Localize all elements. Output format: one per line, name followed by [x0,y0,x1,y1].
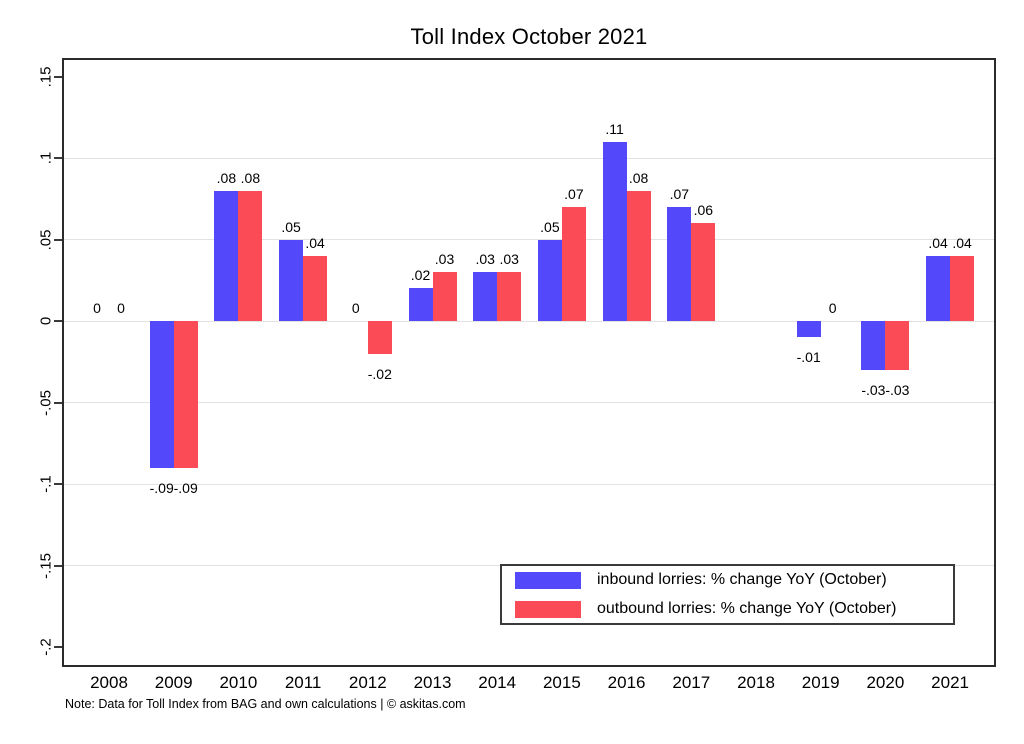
bar-inbound-2009 [149,321,174,468]
y-tick [54,646,62,648]
y-tick-label: -.2 [37,638,55,656]
x-tick-label: 2008 [90,673,128,692]
legend-item-inbound: inbound lorries: % change YoY (October) [502,567,953,593]
gridline [62,483,996,485]
bar-value-label: .04 [305,234,325,251]
legend-item-outbound: outbound lorries: % change YoY (October) [502,596,953,622]
legend-label-outbound: outbound lorries: % change YoY (October) [597,600,897,617]
bar-value-label: .03 [434,251,455,268]
chart-title: Toll Index October 2021 [410,24,648,49]
x-tick-label: 2015 [542,673,581,692]
y-tick [54,75,62,78]
bar-outbound-2017 [691,223,716,321]
x-tick-label: 2009 [154,673,193,692]
x-tick-label: 2010 [219,673,258,692]
bar-inbound-2013 [408,288,433,321]
outbound-swatch-icon [515,600,581,618]
gridline [62,402,996,403]
bar-value-label: 0 [351,300,360,316]
bar-value-label: .07 [564,185,584,202]
y-tick [54,564,62,567]
x-tick-label: 2018 [737,673,775,692]
y-tick-label: -.1 [37,475,55,493]
bar-value-label: 0 [93,300,101,316]
bar-value-label: 0 [828,300,837,316]
bar-outbound-2013 [432,272,457,321]
bar-outbound-2020 [885,321,910,370]
bar-value-label: .04 [952,234,972,251]
bar-value-label: .03 [499,251,519,268]
bar-inbound-2010 [214,190,239,321]
y-tick-label: .1 [37,151,55,165]
note-text: Note: Data for Toll Index from BAG and o… [65,697,466,711]
gridline [62,239,996,240]
bar-inbound-2014 [473,272,498,321]
bar-value-label: -.09 [173,479,198,496]
bar-value-label: -.02 [367,365,392,382]
x-tick-label: 2021 [931,673,969,692]
gridline [62,157,996,159]
bar-value-label: .03 [475,251,495,268]
bar-outbound-2021 [950,255,975,321]
x-tick-label: 2013 [413,673,452,692]
bar-outbound-2010 [238,190,263,321]
bar-value-label: .02 [410,267,431,284]
bar-inbound-2015 [537,239,562,321]
bar-value-label: -.03 [885,381,910,398]
bar-value-label: .08 [240,169,261,186]
x-tick-label: 2012 [348,673,387,692]
inbound-swatch-icon [515,571,581,589]
bar-outbound-2016 [626,190,651,321]
legend-label-inbound: inbound lorries: % change YoY (October) [597,571,887,588]
bar-inbound-2017 [667,206,692,321]
y-tick [54,238,62,241]
bar-inbound-2019 [796,321,821,338]
bar-outbound-2012 [367,321,392,354]
bar-value-label: 0 [117,300,125,316]
legend: inbound lorries: % change YoY (October) … [500,564,955,625]
y-tick-label: -.15 [37,552,55,579]
y-tick-label: 0 [37,316,55,326]
bar-outbound-2014 [497,272,522,321]
x-tick-label: 2014 [478,673,517,692]
bar-value-label: .06 [693,202,714,219]
bar-outbound-2009 [173,321,198,468]
bar-outbound-2015 [561,206,586,321]
bar-value-label: .05 [281,218,301,235]
bar-value-label: .08 [216,169,237,186]
bar-value-label: .11 [605,120,624,137]
bar-value-label: .07 [669,185,690,202]
y-tick-label: .05 [37,229,55,250]
x-tick-label: 2020 [866,673,905,692]
y-tick [54,483,62,485]
bar-value-label: .04 [928,234,948,251]
bar-value-label: -.03 [861,381,886,398]
y-tick [54,320,62,322]
bar-inbound-2011 [279,239,304,321]
bar-inbound-2021 [926,255,951,321]
x-tick-label: 2017 [672,673,711,692]
y-tick [54,401,62,404]
y-tick-label: .15 [37,66,55,87]
bar-inbound-2016 [602,141,627,321]
bar-value-label: .08 [628,169,649,186]
x-tick-label: 2011 [284,673,322,692]
y-tick-label: -.05 [37,389,55,416]
plot-area: 0 -.09.08.05 0.02.03.05.11.07 -.01 -.03.04 0-… [62,58,996,667]
bar-value-label: -.09 [149,479,174,496]
gridline [62,320,996,322]
bar-outbound-2011 [303,255,328,321]
x-tick-label: 2016 [607,673,646,692]
y-tick [54,157,62,159]
bar-value-label: -.01 [796,349,821,366]
bar-inbound-2020 [861,321,886,370]
x-tick-label: 2019 [801,673,840,692]
bar-value-label: .05 [540,218,560,235]
